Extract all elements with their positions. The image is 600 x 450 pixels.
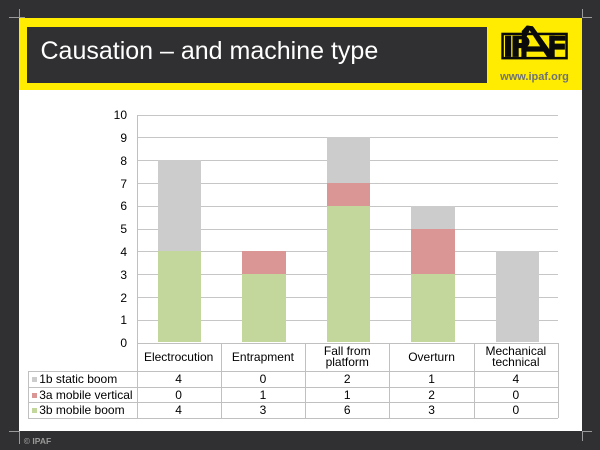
svg-text:www.ipaf.org: www.ipaf.org (499, 71, 569, 83)
